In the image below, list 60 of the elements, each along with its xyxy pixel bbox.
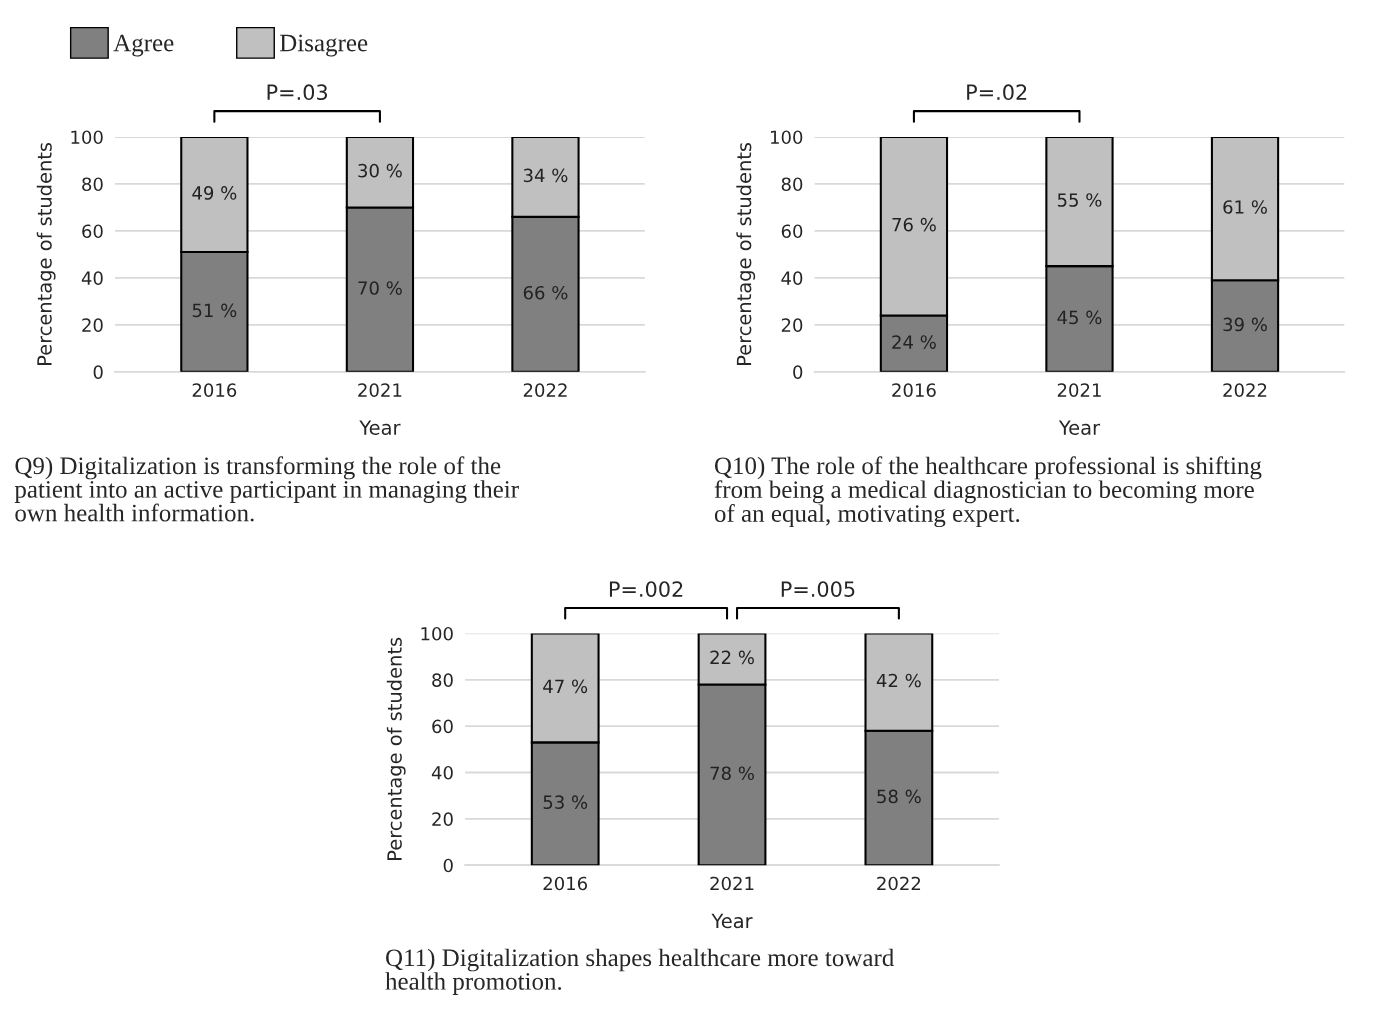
y-tick-label: 20 — [432, 812, 453, 826]
legend-label: Disagree — [279, 34, 368, 57]
data-label: 34 % — [523, 168, 568, 183]
data-label: 42 % — [876, 673, 921, 688]
data-label: 58 % — [877, 789, 921, 804]
data-label: 49 % — [192, 186, 237, 200]
data-label: 70 % — [358, 281, 402, 295]
y-axis-title: Percentage of students — [36, 142, 56, 365]
y-tick-label: 20 — [82, 318, 103, 332]
y-axis-title: Percentage of students — [386, 637, 406, 860]
y-tick-label: 40 — [81, 271, 103, 286]
text: Q10) The role of the healthcare professional is shifting from being a medical diagnostician to becoming more of an equal, motivating expert. — [714, 456, 1262, 528]
data-label: 30 % — [358, 163, 402, 178]
y-tick-label: 20 — [781, 318, 803, 332]
y-axis-title: Percentage of students — [736, 142, 756, 365]
x-tick-label: 2022 — [523, 383, 567, 397]
text: P=.005 — [781, 581, 855, 597]
y-tick-label: 60 — [781, 224, 803, 239]
x-tick-label: 2016 — [543, 876, 588, 891]
y-tick-label: 80 — [432, 673, 453, 687]
y-tick-label: 100 — [71, 130, 103, 145]
y-tick-label: 40 — [781, 271, 803, 286]
y-tick-label: 60 — [82, 224, 103, 239]
x-tick-label: 2022 — [877, 876, 921, 891]
data-label: 24 % — [892, 335, 936, 349]
data-label: 55 % — [1057, 193, 1102, 207]
y-tick-label: 80 — [781, 177, 803, 192]
data-label: 39 % — [1223, 317, 1267, 332]
y-tick-label: 0 — [443, 858, 453, 873]
x-tick-label: 2016 — [192, 383, 237, 397]
data-label: 47 % — [543, 679, 588, 694]
data-label: 61 % — [1223, 200, 1267, 214]
data-label: 53 % — [543, 795, 588, 810]
text: Q11) Digitalization shapes healthcare more toward health promotion. — [385, 948, 894, 995]
y-tick-label: 0 — [93, 365, 103, 379]
x-tick-label: 2016 — [892, 383, 936, 397]
y-tick-label: 80 — [82, 177, 103, 192]
legend-label: Agree — [113, 34, 174, 57]
x-tick-label: 2022 — [1223, 383, 1267, 397]
x-axis-title: Year — [1058, 420, 1101, 435]
x-axis-title: Year — [359, 420, 401, 435]
data-label: 76 % — [892, 217, 936, 232]
data-label: 45 % — [1057, 310, 1102, 325]
data-label: 51 % — [192, 303, 237, 318]
x-tick-label: 2021 — [1057, 383, 1101, 397]
text: P=.02 — [967, 84, 1027, 101]
y-tick-label: 0 — [793, 365, 803, 379]
text: P=.002 — [609, 581, 683, 597]
y-tick-label: 100 — [421, 626, 453, 641]
x-axis-title: Year — [711, 913, 753, 929]
text: Q9) Digitalization is transforming the role of the patient into an active participant in managing their own health information. — [14, 456, 519, 522]
y-tick-label: 60 — [432, 719, 453, 734]
data-label: 66 % — [523, 285, 568, 300]
data-label: 78 % — [710, 766, 754, 781]
text: P=.03 — [267, 84, 328, 101]
x-tick-label: 2021 — [710, 876, 754, 891]
x-tick-label: 2021 — [358, 383, 402, 397]
y-tick-label: 40 — [431, 765, 453, 780]
data-label: 22 % — [710, 650, 754, 665]
y-tick-label: 100 — [771, 130, 803, 145]
